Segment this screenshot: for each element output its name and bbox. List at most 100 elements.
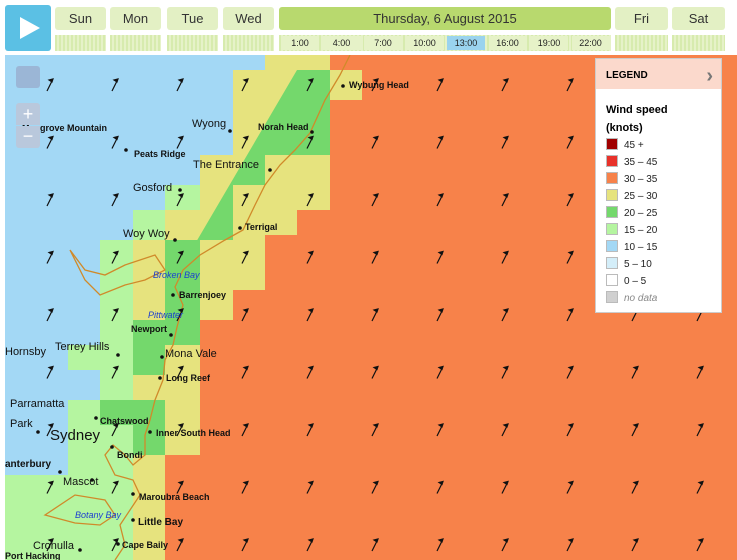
wind-arrow <box>501 480 509 494</box>
place-label: Park <box>10 418 33 430</box>
legend-swatch <box>606 138 618 150</box>
legend-heading: Wind speed (knots) <box>606 101 668 137</box>
wind-arrow <box>111 538 119 552</box>
play-button[interactable] <box>5 5 51 51</box>
wind-arrow <box>176 365 184 379</box>
legend-swatch <box>606 240 618 252</box>
wind-arrow <box>241 193 249 207</box>
wind-arrow <box>371 193 379 207</box>
place-label: Long Reef <box>166 373 211 383</box>
time-button[interactable]: 13:00 <box>447 36 485 50</box>
wind-arrow <box>566 365 574 379</box>
time-button[interactable]: 10:00 <box>405 36 444 50</box>
wind-arrow <box>241 365 249 379</box>
place-label: Maroubra Beach <box>139 492 210 502</box>
zoom-in[interactable]: + <box>16 103 40 125</box>
time-strip <box>55 35 106 51</box>
day-button[interactable]: Tue <box>167 7 218 30</box>
wind-arrow <box>501 135 509 149</box>
place-label: Cronulla <box>33 540 75 552</box>
legend-item: 20 – 25 <box>606 206 657 220</box>
place-label: Inner South Head <box>156 428 231 438</box>
wind-arrow <box>696 365 704 379</box>
legend-toggle[interactable]: › <box>706 65 713 87</box>
coastline <box>43 55 351 560</box>
legend-swatch <box>606 155 618 167</box>
wind-arrow <box>46 480 54 494</box>
wind-arrow <box>111 365 119 379</box>
wind-arrow <box>631 423 639 437</box>
town-dot <box>148 430 152 434</box>
day-button[interactable]: Sun <box>55 7 106 30</box>
town-dot <box>171 293 175 297</box>
wind-arrow <box>241 480 249 494</box>
time-strip <box>672 35 725 51</box>
place-label: Port Hacking <box>5 551 61 560</box>
wind-arrow <box>46 423 54 437</box>
legend-item: 30 – 35 <box>606 172 657 186</box>
day-button[interactable]: Mon <box>110 7 161 30</box>
town-dot <box>169 333 173 337</box>
time-strip <box>110 35 161 51</box>
wind-arrow <box>111 250 119 264</box>
wind-arrow <box>306 193 314 207</box>
place-label: Wybung Head <box>349 80 409 90</box>
legend-item: 15 – 20 <box>606 223 657 237</box>
place-label: Cape Baily <box>122 540 168 550</box>
legend-label: 35 – 45 <box>624 157 658 168</box>
legend-swatch <box>606 189 618 201</box>
legend-item: no data <box>606 291 657 305</box>
wind-arrow <box>566 193 574 207</box>
wind-arrow <box>436 78 444 92</box>
time-button[interactable]: 4:00 <box>322 36 361 50</box>
time-button[interactable]: 1:00 <box>281 36 319 50</box>
place-label: Barrenjoey <box>179 290 226 300</box>
wind-arrow <box>46 308 54 322</box>
legend-title-text: LEGEND <box>606 70 648 81</box>
time-button[interactable]: 19:00 <box>530 36 568 50</box>
wind-arrow <box>111 78 119 92</box>
zone-20-25 <box>133 240 200 375</box>
legend-item: 10 – 15 <box>606 240 657 254</box>
legend-heading-line: Wind speed <box>606 104 668 116</box>
wind-arrow <box>176 480 184 494</box>
zone-20-25 <box>297 85 330 155</box>
zone-20-25 <box>165 70 330 295</box>
town-dot <box>58 470 62 474</box>
place-label: Parramatta <box>10 398 65 410</box>
wind-arrow <box>111 308 119 322</box>
day-button[interactable]: Fri <box>615 7 668 30</box>
day-button[interactable]: Wed <box>223 7 274 30</box>
place-label: Gosford <box>133 182 172 194</box>
place-label: Peats Ridge <box>134 149 186 159</box>
place-label: Chatswood <box>100 416 149 426</box>
place-label: anterbury <box>5 459 52 470</box>
time-button[interactable]: 16:00 <box>488 36 527 50</box>
time-button[interactable]: 7:00 <box>364 36 402 50</box>
town-dot <box>158 376 162 380</box>
wind-arrow <box>501 308 509 322</box>
wind-arrow <box>176 135 184 149</box>
wind-arrow <box>241 135 249 149</box>
wind-arrow <box>436 308 444 322</box>
wind-arrow <box>241 250 249 264</box>
map-layers-button[interactable] <box>16 66 40 88</box>
town-dot <box>341 84 345 88</box>
wind-arrow <box>306 480 314 494</box>
legend-label: 30 – 35 <box>624 174 658 185</box>
current-day: Thursday, 6 August 2015 <box>279 7 611 30</box>
wind-arrow <box>436 480 444 494</box>
wind-arrow <box>566 423 574 437</box>
day-button[interactable]: Sat <box>672 7 725 30</box>
wind-arrow <box>176 308 184 322</box>
legend-swatch <box>606 274 618 286</box>
place-label: Terrey Hills <box>55 341 110 353</box>
time-button[interactable]: 22:00 <box>571 36 610 50</box>
zoom-out[interactable]: − <box>16 126 40 148</box>
wind-arrow <box>176 423 184 437</box>
wind-arrow <box>46 78 54 92</box>
zone-20-25 <box>100 400 165 455</box>
place-label: Mona Vale <box>165 348 217 360</box>
legend-title[interactable]: LEGEND › <box>596 59 721 89</box>
legend-label: 15 – 20 <box>624 225 658 236</box>
